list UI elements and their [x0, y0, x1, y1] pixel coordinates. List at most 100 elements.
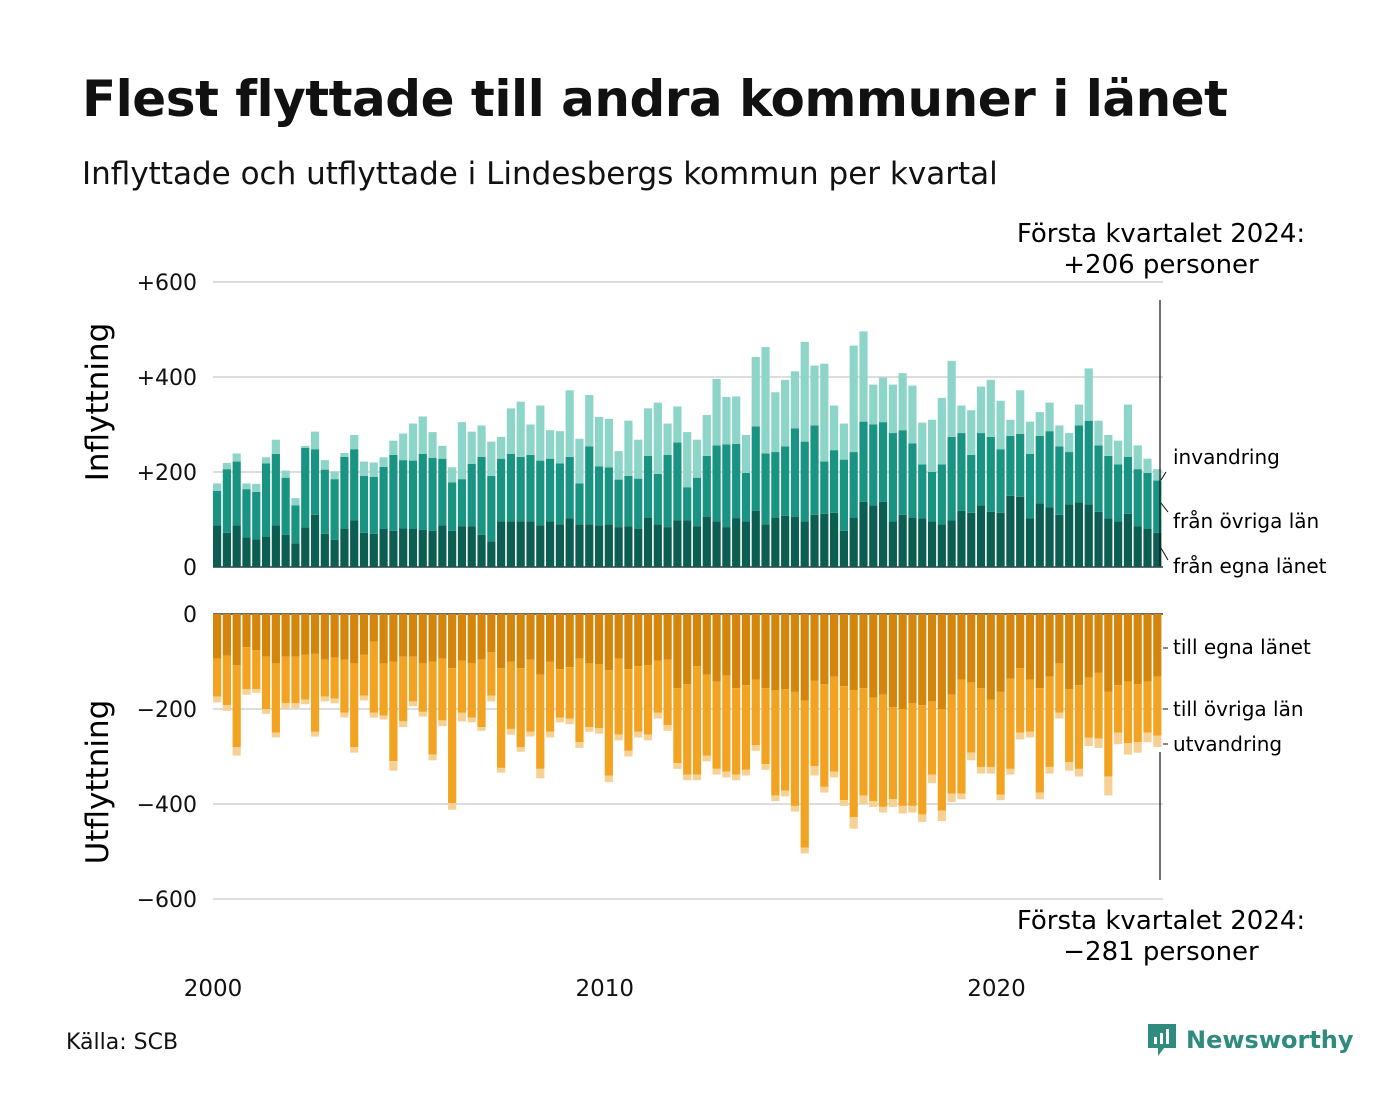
bar-in-invandring	[438, 445, 447, 459]
bar-out-egna	[771, 614, 780, 690]
bar-out-egna	[878, 614, 888, 695]
bar-in-ovriga	[800, 441, 809, 522]
bar-out-egna	[732, 614, 741, 689]
bar-in-ovriga	[1006, 435, 1015, 496]
bar-in-ovriga	[683, 487, 692, 521]
bar-out-ovriga	[428, 661, 437, 755]
bar-out-ovriga	[506, 661, 516, 729]
bar-out-egna	[585, 614, 594, 664]
bar-in-invandring	[281, 470, 290, 478]
bar-in-egna	[604, 524, 613, 567]
bar-out-ovriga	[624, 669, 633, 751]
bar-out-utvandring	[986, 766, 995, 774]
bar-out-egna	[232, 614, 241, 666]
bar-in-egna	[849, 517, 858, 567]
bar-out-ovriga	[1045, 676, 1054, 767]
bar-in-egna	[350, 520, 359, 567]
bar-in-egna	[310, 514, 320, 567]
bar-in-invandring	[927, 419, 937, 472]
bar-in-egna	[1045, 507, 1054, 567]
series-labels-bottom: till egna länet till övriga län utvandri…	[1163, 635, 1311, 756]
bar-in-egna	[683, 520, 692, 567]
bar-out-egna	[565, 614, 574, 668]
bar-in-invandring	[996, 400, 1005, 450]
bar-in-ovriga	[986, 436, 995, 512]
bar-out-ovriga	[947, 694, 956, 794]
bar-out-egna	[643, 614, 653, 666]
newsworthy-logo: Newsworthy	[1146, 1022, 1354, 1058]
bar-in-egna	[497, 521, 506, 567]
bar-in-ovriga	[467, 463, 476, 527]
bar-out-egna	[448, 614, 457, 669]
bar-in-egna	[761, 524, 770, 567]
bar-out-egna	[927, 614, 937, 702]
bar-out-utvandring	[663, 725, 672, 731]
bar-in-invandring	[575, 438, 584, 484]
bar-in-invandring	[859, 331, 868, 422]
bar-out-utvandring	[996, 794, 1005, 801]
bar-out-ovriga	[526, 659, 535, 732]
bar-in-egna	[389, 530, 398, 567]
bar-in-ovriga	[878, 422, 888, 502]
bar-in-ovriga	[281, 477, 290, 535]
bar-in-ovriga	[536, 460, 545, 526]
bar-out-egna	[849, 614, 858, 690]
bar-in-egna	[320, 533, 329, 567]
bar-in-invandring	[957, 405, 966, 434]
bar-in-invandring	[898, 373, 907, 431]
y-tick-label-top: +600	[137, 271, 197, 296]
bar-out-ovriga	[379, 663, 388, 716]
bar-in-invandring	[878, 377, 888, 423]
bar-out-utvandring	[222, 705, 231, 711]
bar-out-utvandring	[878, 806, 888, 813]
bar-out-ovriga	[702, 674, 711, 756]
bar-out-utvandring	[967, 752, 976, 761]
bar-out-egna	[1055, 614, 1064, 664]
bar-out-utvandring	[428, 754, 437, 761]
bar-in-invandring	[369, 462, 378, 477]
bar-in-egna	[575, 524, 584, 567]
bar-out-utvandring	[957, 793, 966, 800]
bar-in-ovriga	[291, 505, 300, 544]
bar-in-egna	[516, 521, 525, 567]
bar-out-utvandring	[1104, 776, 1113, 796]
bar-in-egna	[673, 520, 682, 567]
bar-in-egna	[213, 525, 222, 567]
bar-out-ovriga	[653, 660, 662, 713]
bar-in-egna	[565, 518, 574, 567]
bar-out-utvandring	[477, 727, 486, 731]
bar-in-egna	[732, 518, 741, 567]
y-tick-label-bottom: −600	[137, 888, 197, 913]
bar-out-ovriga	[497, 668, 506, 768]
bar-out-ovriga	[369, 641, 378, 713]
bar-in-egna	[291, 543, 300, 567]
bar-out-ovriga	[878, 694, 888, 807]
bar-in-egna	[771, 517, 780, 567]
bar-out-ovriga	[986, 699, 995, 767]
bar-in-ovriga	[497, 458, 506, 522]
bar-out-egna	[320, 614, 329, 660]
bar-in-egna	[477, 534, 486, 567]
label-fran-ovriga-lan: från övriga län	[1173, 509, 1319, 533]
bar-in-egna	[820, 513, 829, 567]
bar-in-invandring	[751, 357, 760, 427]
x-tick-label: 2020	[967, 976, 1026, 1002]
bar-in-invandring	[516, 401, 525, 457]
bar-in-invandring	[261, 457, 271, 464]
bar-out-utvandring	[839, 800, 848, 806]
bar-out-ovriga	[1055, 663, 1064, 713]
bar-in-invandring	[653, 402, 662, 474]
bar-in-ovriga	[888, 433, 897, 522]
bar-out-utvandring	[457, 712, 467, 722]
bar-in-ovriga	[967, 454, 976, 513]
bar-out-ovriga	[1025, 679, 1035, 732]
bar-out-utvandring	[418, 711, 427, 717]
bar-in-ovriga	[937, 464, 946, 525]
bar-out-ovriga	[545, 661, 555, 732]
bar-out-egna	[271, 614, 280, 664]
bar-out-ovriga	[692, 666, 702, 775]
bar-out-egna	[692, 614, 702, 667]
bar-in-ovriga	[732, 443, 741, 519]
bar-out-egna	[369, 614, 378, 642]
bar-in-invandring	[634, 439, 643, 479]
